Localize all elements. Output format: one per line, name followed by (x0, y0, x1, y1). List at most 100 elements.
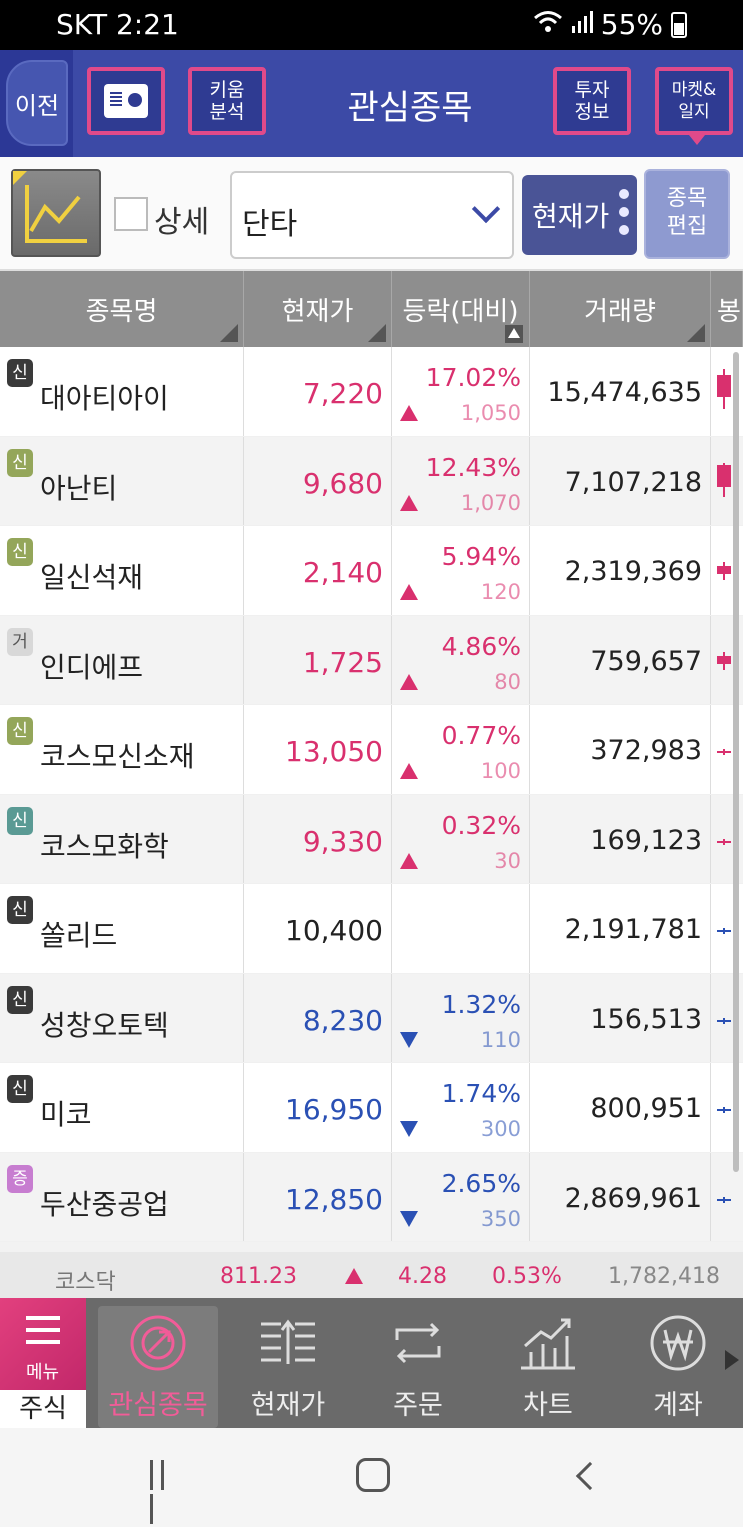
scrollbar[interactable] (733, 352, 739, 1172)
current-price: 9,680 (302, 466, 383, 500)
radio-button[interactable] (87, 67, 165, 135)
nav-watchlist[interactable]: 관심종목 (98, 1306, 218, 1428)
volume-cell: 169,123 (530, 794, 711, 883)
stock-name: 코스모화학 (40, 829, 169, 863)
column-header-name[interactable]: 종목명 (0, 271, 244, 347)
recent-apps-icon[interactable] (150, 1460, 182, 1524)
nav-account[interactable]: 계좌 (618, 1306, 738, 1428)
chevron-down-icon (471, 194, 501, 224)
index-ticker[interactable]: 코스닥 811.23 4.28 0.53% 1,782,418 (0, 1252, 743, 1298)
column-header-price[interactable]: 현재가 (244, 271, 392, 347)
market-journal-button[interactable]: 마켓& 일지 (655, 67, 733, 145)
invest-label-1: 투자 (574, 79, 610, 101)
current-price: 13,050 (285, 735, 383, 768)
change-percent: 1.74% (441, 1079, 521, 1108)
kiwoom-label-2: 분석 (209, 101, 245, 123)
detail-label[interactable]: 상세 (154, 205, 210, 240)
volume: 372,983 (590, 735, 702, 766)
kiwoom-label-1: 키움 (209, 79, 245, 101)
change-amount: 110 (480, 1027, 521, 1052)
change-cell: 0.32% 30 (392, 794, 530, 883)
table-row[interactable]: 신 쏠리드 10,400 2,191,781 (0, 884, 743, 974)
group-select-value: 단타 (242, 207, 298, 242)
stock-name-cell[interactable]: 신 코스모신소재 (0, 705, 244, 794)
table-row[interactable]: 신 성창오토텍 8,230 1.32% 110 156,513 (0, 973, 743, 1063)
stock-name: 성창오토텍 (40, 1008, 169, 1042)
column-price-label: 현재가 (281, 296, 354, 327)
nav-order[interactable]: 주문 (358, 1306, 478, 1428)
candle-cell (711, 974, 743, 1063)
invest-info-button[interactable]: 투자 정보 (553, 67, 631, 135)
credit-badge: 신 (7, 717, 33, 745)
stock-tab[interactable]: 주식 (0, 1390, 86, 1428)
credit-badge: 거 (7, 627, 33, 656)
column-header-volume[interactable]: 거래량 (530, 271, 711, 347)
price-mode-button[interactable]: 현재가 (522, 175, 637, 255)
price-cell: 9,680 (244, 436, 392, 525)
table-row[interactable]: 신 일신석재 2,140 5.94% 120 2,319,369 (0, 526, 743, 616)
back-arrow-icon[interactable] (575, 1461, 605, 1491)
stock-name-cell[interactable]: 신 미코 (0, 1063, 244, 1152)
credit-badge: 신 (7, 806, 33, 835)
stock-name-cell[interactable]: 거 인디에프 (0, 615, 244, 704)
table-row[interactable]: 신 대아티아이 7,220 17.02% 1,050 15,474,635 (0, 347, 743, 437)
up-arrow-icon (400, 584, 418, 600)
table-row[interactable]: 신 미코 16,950 1.74% 300 800,951 (0, 1063, 743, 1153)
stock-name: 두산중공업 (40, 1187, 169, 1221)
candle-cell (711, 795, 743, 884)
signal-icon (571, 8, 593, 41)
back-button[interactable]: 이전 (0, 50, 73, 157)
kiwoom-analysis-button[interactable]: 키움 분석 (188, 67, 266, 135)
candle-cell (711, 616, 743, 705)
table-row[interactable]: 증 두산중공업 12,850 2.65% 350 2,869,961 (0, 1152, 743, 1242)
credit-badge: 신 (7, 1075, 33, 1103)
won-icon (650, 1315, 706, 1371)
table-header: 종목명 현재가 등락(대비) 거래량 봉 (0, 271, 743, 347)
credit-badge: 증 (7, 1164, 33, 1193)
stock-name-cell[interactable]: 신 아난티 (0, 436, 244, 525)
more-vertical-icon (619, 189, 629, 241)
stock-name-cell[interactable]: 신 일신석재 (0, 526, 244, 615)
stock-name-cell[interactable]: 신 쏠리드 (0, 884, 244, 973)
table-row[interactable]: 신 아난티 9,680 12.43% 1,070 7,107,218 (0, 436, 743, 526)
down-arrow-icon (400, 1031, 418, 1048)
home-icon[interactable] (356, 1458, 390, 1492)
nav-more-arrow-icon[interactable] (725, 1350, 739, 1370)
market-label-1: 마켓& (671, 80, 717, 100)
current-price: 7,220 (302, 377, 383, 410)
down-arrow-icon (400, 1121, 418, 1137)
candle-cell (711, 884, 743, 973)
nav-current-price[interactable]: 현재가 (228, 1306, 348, 1428)
volume-cell: 15,474,635 (530, 347, 711, 436)
index-name: 코스닥 (55, 1270, 116, 1295)
table-row[interactable]: 거 인디에프 1,725 4.86% 80 759,657 (0, 615, 743, 705)
column-header-candle[interactable]: 봉 (711, 271, 743, 347)
table-row[interactable]: 신 코스모화학 9,330 0.32% 30 169,123 (0, 794, 743, 884)
column-header-change[interactable]: 등락(대비) (392, 271, 530, 347)
price-cell: 8,230 (244, 973, 392, 1062)
battery-percent: 55% (600, 8, 663, 41)
edit-stocks-button[interactable]: 종목 편집 (644, 169, 730, 259)
stock-name-cell[interactable]: 신 대아티아이 (0, 347, 244, 436)
stock-name-cell[interactable]: 신 코스모화학 (0, 794, 244, 883)
volume-cell: 7,107,218 (530, 436, 711, 525)
stock-name: 미코 (40, 1098, 92, 1131)
change-percent: 4.86% (441, 631, 521, 661)
chart-toggle-button[interactable] (11, 169, 101, 257)
price-list-icon (261, 1319, 315, 1364)
sort-up-icon (505, 325, 523, 343)
change-percent: 0.32% (441, 810, 521, 840)
down-arrow-icon (400, 1210, 418, 1227)
nav-chart[interactable]: 차트 (488, 1306, 608, 1428)
group-select[interactable]: 단타 (230, 171, 514, 259)
radio-icon (104, 84, 148, 118)
detail-checkbox[interactable] (114, 197, 148, 231)
volume: 156,513 (590, 1003, 702, 1035)
change-percent: 12.43% (425, 452, 521, 482)
toolbar: 상세 단타 현재가 종목 편집 (0, 157, 743, 271)
stock-name-cell[interactable]: 증 두산중공업 (0, 1152, 244, 1241)
table-row[interactable]: 신 코스모신소재 13,050 0.77% 100 372,983 (0, 705, 743, 795)
credit-badge: 신 (7, 538, 33, 566)
menu-button[interactable]: 메뉴 (0, 1298, 86, 1390)
stock-name-cell[interactable]: 신 성창오토텍 (0, 973, 244, 1062)
